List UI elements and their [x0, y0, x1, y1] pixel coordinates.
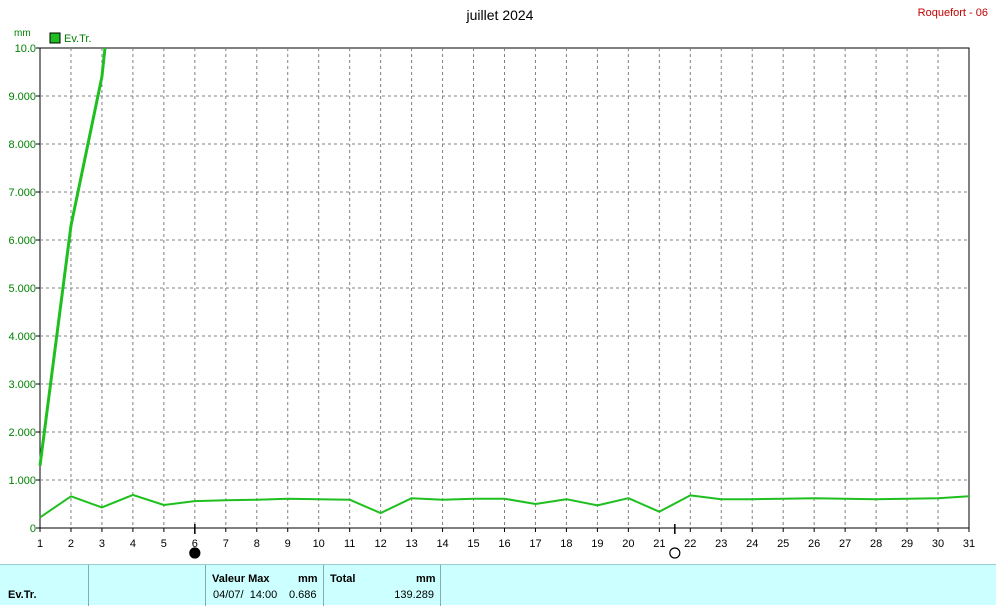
y-tick-label: 2.000 [8, 427, 36, 439]
x-tick-label: 31 [963, 538, 975, 550]
full-moon-icon [669, 547, 681, 559]
legend-label: Ev.Tr. [64, 33, 92, 45]
legend[interactable]: Ev.Tr. [49, 32, 92, 45]
x-tick-label: 16 [498, 538, 510, 550]
x-tick-label: 30 [932, 538, 944, 550]
x-tick-label: 12 [375, 538, 387, 550]
max-header: Valeur Max [212, 573, 270, 585]
total-value: 139.289 [394, 589, 434, 601]
x-tick-label: 29 [901, 538, 913, 550]
y-tick-label: 3.000 [8, 379, 36, 391]
y-tick-label: 6.000 [8, 235, 36, 247]
y-tick-label: 5.000 [8, 283, 36, 295]
series-line-cumulative [38, 47, 107, 466]
x-tick-label: 6 [192, 538, 198, 550]
total-header: Total [330, 573, 356, 585]
summary-footer: Ev.Tr. Valeur Max mm 04/07/ 14:00 0.686 … [0, 564, 996, 606]
x-tick-label: 9 [285, 538, 291, 550]
x-tick-label: 11 [344, 538, 355, 550]
x-tick-label: 17 [529, 538, 541, 550]
x-tick-label: 13 [405, 538, 417, 550]
x-tick-label: 24 [746, 538, 758, 550]
x-tick-label: 28 [870, 538, 882, 550]
footer-max-cell: Valeur Max mm 04/07/ 14:00 0.686 [206, 565, 324, 606]
total-unit: mm [416, 573, 436, 585]
series-group [38, 47, 970, 519]
footer-empty-cell [89, 565, 206, 606]
x-tick-label: 10 [313, 538, 325, 550]
station-name: Roquefort - 06 [918, 7, 988, 19]
chart: juillet 2024 Roquefort - 06 mm 0 1.000 2.0… [8, 7, 988, 559]
x-tick-label: 8 [254, 538, 260, 550]
x-tick-label: 23 [715, 538, 727, 550]
x-tick-label: 14 [436, 538, 448, 550]
chart-title: juillet 2024 [466, 7, 534, 23]
y-tick-label: 7.000 [8, 187, 36, 199]
x-tick-label: 2 [68, 538, 74, 550]
y-tick-label: 10.0 [15, 43, 36, 55]
footer-row-label: Ev.Tr. [8, 589, 37, 601]
x-tick-label: 18 [560, 538, 572, 550]
y-tick-label: 1.000 [8, 475, 36, 487]
x-tick-label: 15 [467, 538, 479, 550]
y-ticks: 0 1.000 2.000 3.000 4.000 5.000 6.000 7.000 8.00… [8, 43, 40, 535]
x-tick-label: 27 [839, 538, 851, 550]
x-tick-label: 20 [622, 538, 634, 550]
legend-swatch [49, 32, 61, 44]
x-ticks: 1 2 3 4 5 6 7 8 9 10 11 12 13 14 15 16 17 18 19 20 21 22 23 24 2… [37, 528, 975, 550]
footer-total-cell: Total mm 139.289 [324, 565, 441, 606]
x-tick-label: 22 [684, 538, 696, 550]
x-tick-label: 4 [130, 538, 136, 550]
y-axis-unit: mm [14, 28, 31, 39]
max-value: 0.686 [289, 589, 317, 601]
x-tick-label: 3 [99, 538, 105, 550]
x-tick-label: 25 [777, 538, 789, 550]
max-date: 04/07/ 14:00 [213, 589, 278, 601]
grid [40, 48, 969, 528]
footer-row-label-cell: Ev.Tr. [0, 565, 89, 606]
moon-phases [189, 524, 681, 559]
y-tick-label: 4.000 [8, 331, 36, 343]
x-tick-label: 26 [808, 538, 820, 550]
x-tick-label: 19 [591, 538, 603, 550]
x-tick-label: 1 [37, 538, 43, 550]
series-line-daily [39, 493, 970, 519]
y-tick-label: 9.000 [8, 91, 36, 103]
y-tick-label: 0 [30, 523, 36, 535]
x-tick-label: 7 [223, 538, 229, 550]
y-tick-label: 8.000 [8, 139, 36, 151]
max-unit: mm [298, 573, 318, 585]
new-moon-icon [189, 547, 201, 559]
x-tick-label: 21 [653, 538, 665, 550]
x-tick-label: 5 [161, 538, 167, 550]
